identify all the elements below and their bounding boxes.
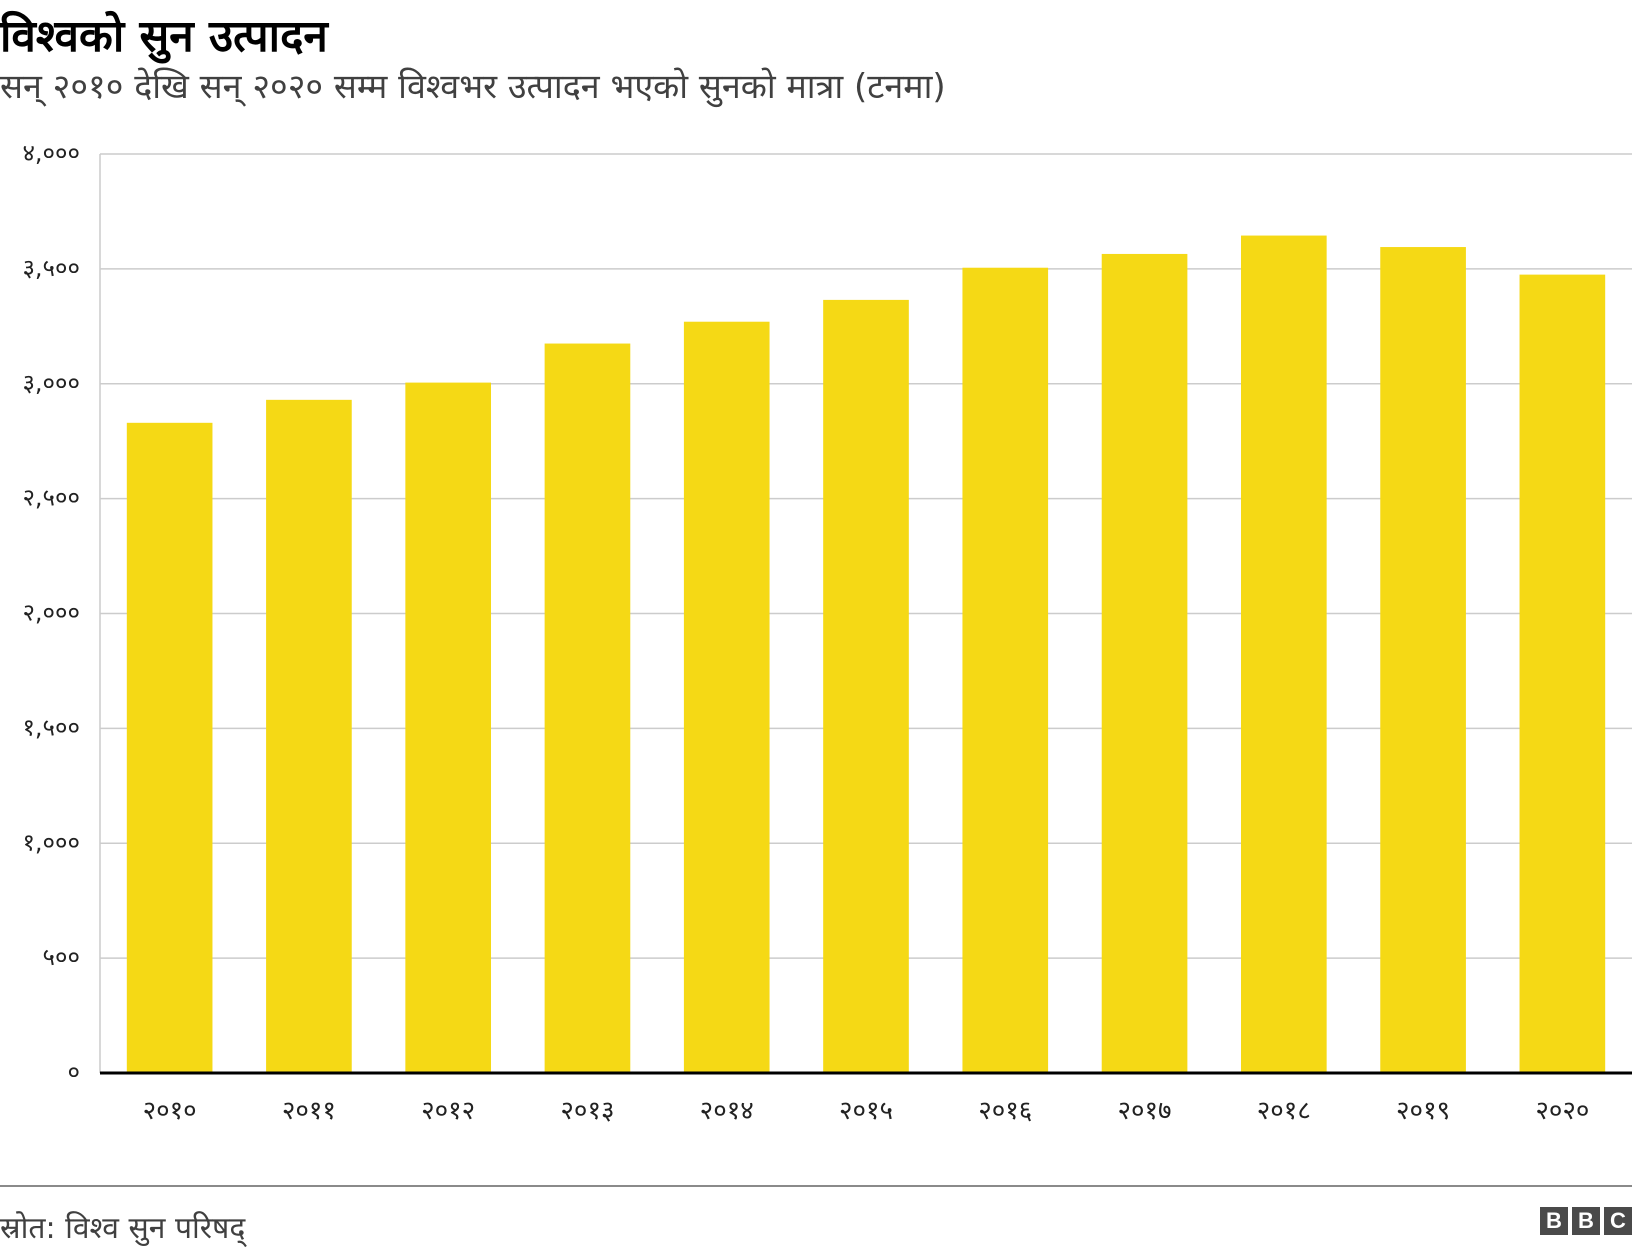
y-tick-label: ४,०००	[22, 139, 80, 167]
bar	[683, 321, 770, 1073]
logo-letter-b2: B	[1572, 1207, 1600, 1235]
y-tick-label: ५००	[43, 943, 80, 971]
y-tick-label: १,०००	[22, 828, 80, 856]
bar	[544, 343, 631, 1073]
x-tick-label: २०१३	[560, 1096, 614, 1126]
x-tick-label: २०१५	[839, 1096, 893, 1126]
bar	[126, 422, 213, 1073]
bar	[823, 299, 909, 1073]
x-tick-label: २०१९	[1396, 1096, 1450, 1126]
y-tick-label: २,०००	[22, 599, 80, 627]
x-tick-label: २०२०	[1535, 1096, 1589, 1126]
y-tick-label: ३,०००	[22, 369, 80, 397]
x-tick-label: २०१६	[978, 1096, 1032, 1126]
x-tick-label: २०१८	[1257, 1096, 1311, 1126]
y-tick-label: २,५००	[22, 484, 80, 512]
chart-title: विश्वको सुन उत्पादन	[0, 11, 328, 62]
bar	[1519, 274, 1606, 1073]
x-tick-label: २०१०	[143, 1096, 197, 1126]
bar-chart: ० ५०० १,००० १,५०० २,००० २,५०० ३,००० ३,५०० ४,००० २…	[22, 139, 1632, 1126]
bar	[962, 267, 1049, 1073]
bar	[1380, 247, 1466, 1073]
y-tick-label: ३,५००	[22, 254, 80, 282]
bar	[1240, 235, 1327, 1073]
x-tick-label: २०१४	[700, 1096, 754, 1126]
x-tick-label: २०१२	[421, 1096, 475, 1126]
x-tick-label: २०११	[282, 1096, 336, 1126]
bar	[266, 399, 352, 1073]
bar	[1101, 253, 1188, 1073]
y-tick-label: १,५००	[22, 713, 80, 741]
y-tick-label: ०	[68, 1058, 80, 1086]
chart-subtitle: सन् २०१० देखि सन् २०२० सम्म विश्वभर उत्प…	[0, 67, 946, 107]
logo-letter-b1: B	[1540, 1207, 1568, 1235]
footer-divider	[0, 1185, 1632, 1187]
x-tick-label: २०१७	[1117, 1096, 1171, 1126]
source-note: स्रोत: विश्व सुन परिषद्	[0, 1211, 246, 1246]
logo-letter-c: C	[1604, 1207, 1632, 1235]
bbc-logo: B B C	[1540, 1207, 1632, 1235]
bar	[405, 382, 492, 1073]
